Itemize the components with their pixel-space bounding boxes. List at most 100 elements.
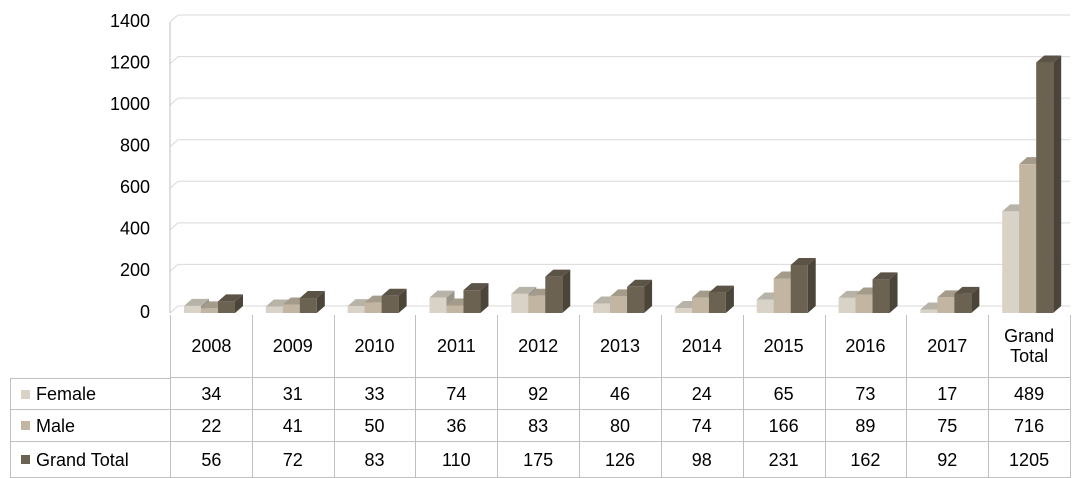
- bar: [773, 278, 791, 313]
- legend-label: Male: [36, 415, 76, 436]
- table-value: 41: [251, 410, 335, 442]
- table-value: 74: [415, 378, 499, 410]
- bar-top: [708, 285, 734, 293]
- bar-top: [545, 269, 571, 277]
- table-value: 231: [742, 442, 826, 478]
- x-tick-label: 2008: [170, 315, 253, 378]
- x-tick-label: 2013: [579, 315, 662, 378]
- bar: [838, 297, 856, 313]
- table-value: 98: [660, 442, 744, 478]
- table-value: 1205: [988, 442, 1071, 478]
- table-value: 74: [660, 410, 744, 442]
- bar: [429, 297, 447, 313]
- bar-side: [725, 285, 734, 313]
- legend-label: Grand Total: [36, 449, 129, 470]
- table-value: 72: [251, 442, 335, 478]
- table-value: 65: [742, 378, 826, 410]
- y-tick-label: 400: [120, 219, 150, 239]
- bar-top: [299, 291, 325, 299]
- legend-item: Male: [10, 410, 171, 442]
- table-value: 92: [906, 442, 990, 478]
- bar-side: [1053, 55, 1062, 314]
- legend-swatch: [21, 455, 30, 464]
- legend-item: Grand Total: [10, 442, 171, 478]
- bar: [708, 292, 726, 313]
- legend-item: Female: [10, 378, 171, 410]
- table-value: 489: [988, 378, 1071, 410]
- y-tick-label: 200: [120, 260, 150, 280]
- table-value: 80: [579, 410, 662, 442]
- bar-side: [398, 288, 407, 313]
- table-value: 126: [579, 442, 662, 478]
- bar-top: [627, 279, 653, 287]
- x-tick-label: 2015: [742, 315, 826, 378]
- table-value: 24: [660, 378, 744, 410]
- bar: [446, 305, 464, 313]
- bar: [593, 303, 611, 313]
- bar: [381, 295, 399, 313]
- bar: [937, 297, 955, 313]
- table-value: 46: [579, 378, 662, 410]
- y-tick-label: 1000: [110, 94, 150, 114]
- bar: [1019, 164, 1037, 313]
- bar-side: [235, 294, 243, 313]
- table-value: 166: [742, 410, 826, 442]
- bar-top: [381, 288, 407, 296]
- y-tick-label: 600: [120, 177, 150, 197]
- legend-swatch: [21, 421, 30, 430]
- table-value: 89: [824, 410, 908, 442]
- grid-line: [169, 180, 1070, 189]
- bar: [756, 299, 774, 313]
- bar: [184, 305, 201, 313]
- bar: [282, 304, 300, 313]
- table-value: 50: [333, 410, 417, 442]
- grid-line: [169, 97, 1070, 106]
- legend-swatch: [21, 389, 30, 399]
- x-tick-label: 2010: [333, 315, 417, 378]
- table-value: 22: [170, 410, 253, 442]
- x-tick-label: 2011: [415, 315, 499, 378]
- bar: [790, 264, 808, 313]
- bar: [1002, 211, 1020, 313]
- bar-top: [790, 257, 816, 265]
- grid-line: [169, 222, 1070, 231]
- x-tick-label: 2012: [497, 315, 581, 378]
- table-value: 56: [170, 442, 253, 478]
- y-tick-label: 0: [140, 302, 150, 322]
- table-value: 110: [415, 442, 499, 478]
- bar: [1036, 62, 1054, 314]
- bar-side: [807, 257, 816, 313]
- bar-top: [511, 286, 537, 294]
- bar: [674, 308, 692, 313]
- bar: [511, 293, 529, 313]
- bar-top: [429, 290, 455, 298]
- bar-side: [971, 286, 980, 313]
- bar: [528, 295, 546, 313]
- bar: [954, 293, 972, 313]
- x-tick-label: 2017: [906, 315, 990, 378]
- x-tick-label: Grand Total: [988, 315, 1071, 378]
- bar: [299, 298, 317, 313]
- grid-line: [169, 139, 1070, 148]
- bar-top: [218, 294, 243, 302]
- grid-line: [169, 56, 1070, 64]
- grid-line: [169, 263, 1070, 272]
- bar-top: [1036, 55, 1062, 63]
- bar: [920, 309, 938, 313]
- bar: [364, 302, 382, 313]
- table-value: 92: [497, 378, 581, 410]
- x-tick-label: 2014: [660, 315, 744, 378]
- bar: [218, 301, 235, 313]
- y-tick-label: 1200: [110, 52, 150, 72]
- table-value: 175: [497, 442, 581, 478]
- bar: [627, 286, 645, 313]
- grid-line: [169, 14, 1070, 23]
- bar-side: [562, 269, 571, 313]
- legend-label: Female: [36, 384, 97, 404]
- bar-top: [463, 283, 489, 291]
- bar-side: [889, 272, 898, 313]
- table-value: 34: [170, 378, 253, 410]
- table-value: 75: [906, 410, 990, 442]
